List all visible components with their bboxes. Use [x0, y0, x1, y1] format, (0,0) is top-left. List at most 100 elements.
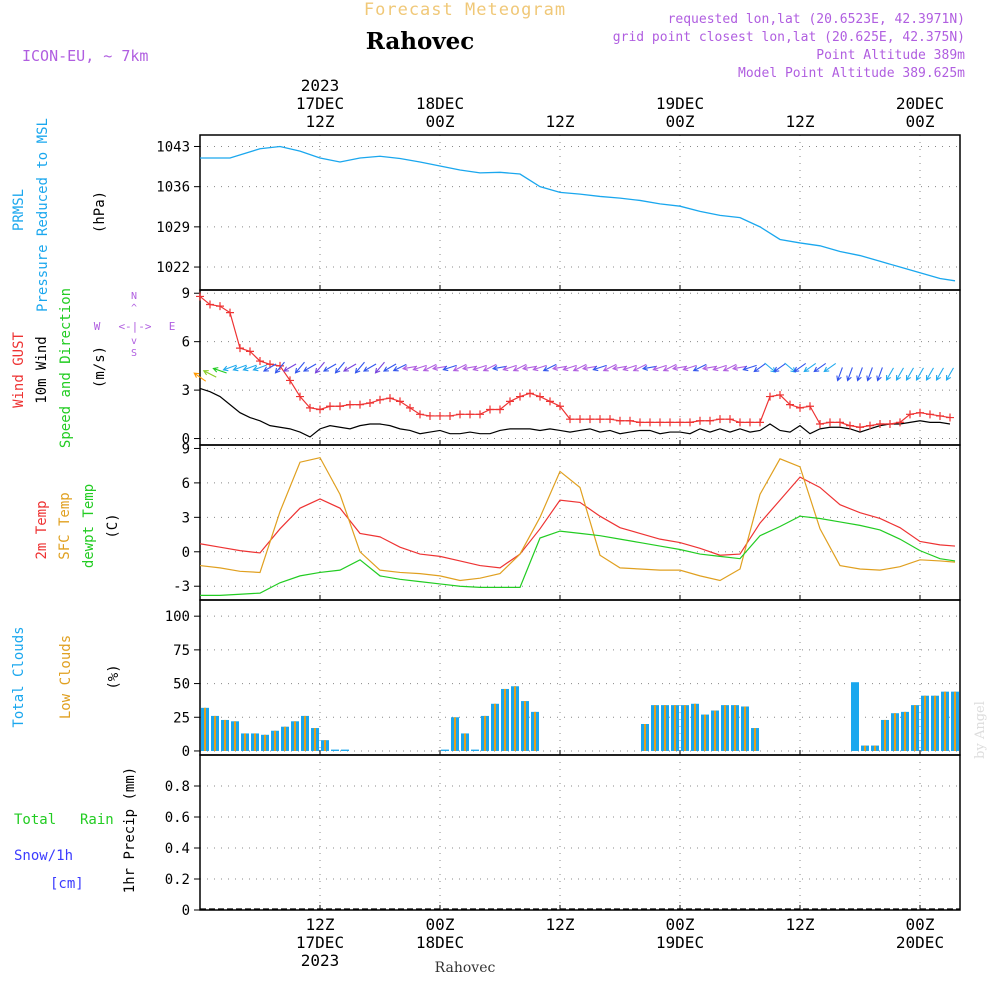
wind-direction-arrow [401, 365, 417, 371]
total-cloud-bar [851, 682, 859, 751]
cloud-unit-label: (%) [106, 664, 122, 689]
wind-direction-arrow [572, 363, 587, 372]
wind-gust-marker [536, 392, 544, 401]
low-cloud-bar [214, 715, 216, 751]
wind-direction-arrow [314, 361, 325, 374]
wind-direction-arrow [512, 363, 527, 372]
wind-direction-arrow [803, 363, 817, 373]
pressure-unit-label: (hPa) [92, 191, 108, 233]
snow-label: Snow/1h [14, 848, 73, 864]
panel-5: 0 0.2 0.4 0.6 0.8 [165, 754, 961, 919]
wind-gust-marker [236, 344, 244, 353]
wind-direction-arrow [212, 367, 227, 374]
wind-direction-arrow [382, 363, 397, 372]
wind-gust-marker [736, 418, 744, 427]
wind-gust-marker [456, 410, 464, 419]
y-tick-label: 1036 [156, 180, 190, 196]
top-hour-label: 00Z [666, 112, 695, 131]
compass-n-arrow: ^ [131, 303, 137, 314]
wind-gust-marker [946, 413, 954, 422]
y-tick-label: 6 [182, 476, 190, 492]
wind-gust-marker [406, 403, 414, 412]
precip-side-labels: Total Rain Snow/1h [cm] 1hr Precip (mm) [14, 767, 138, 893]
wind-direction-arrow [753, 363, 767, 373]
wind-gust-marker [686, 418, 694, 427]
low-cloud-bar [704, 714, 706, 751]
wind-speed-dir-label: Speed and Direction [58, 288, 74, 448]
wind-direction-arrow [602, 363, 617, 372]
pressure-msl-label: Pressure Reduced to MSL [35, 118, 51, 312]
wind-direction-arrow [551, 365, 567, 371]
total-cloud-bar [341, 749, 349, 751]
wind-direction-arrow [532, 364, 547, 372]
compass-n: N [131, 291, 137, 302]
wind-gust-marker [586, 415, 594, 424]
wind-direction-arrow [222, 364, 237, 372]
y-tick-label: 25 [173, 710, 190, 726]
wind-direction-arrow [773, 363, 787, 373]
bottom-hour-label: 00Z [666, 915, 695, 934]
wind-direction-arrow [262, 363, 277, 372]
wind-unit-label: (m/s) [92, 346, 108, 388]
temp-2m-label: 2m Temp [34, 500, 50, 559]
wind-direction-arrow [502, 364, 517, 372]
wind-direction-arrow [905, 367, 914, 382]
low-cloud-bar [924, 695, 926, 751]
cloud-side-labels: Total Clouds Low Clouds (%) [11, 626, 122, 727]
panel-4: 0 25 50 75 100 [165, 599, 961, 760]
wind-gust-marker [376, 395, 384, 404]
y-tick-label: 75 [173, 643, 190, 659]
wind-gust-marker [746, 418, 754, 427]
wind-gust-marker [766, 392, 774, 401]
low-cloud-bar [484, 715, 486, 751]
wind-direction-arrow [422, 363, 437, 372]
wind-gust-marker [516, 392, 524, 401]
model-altitude: Model Point Altitude 389.625m [738, 66, 965, 81]
wind-10m-label: 10m Wind [34, 336, 50, 403]
wind-direction-arrow [491, 365, 507, 371]
wind-direction-arrow [632, 363, 647, 372]
top-hour-label: 12Z [786, 112, 815, 131]
low-cloud-bar [674, 705, 676, 751]
low-cloud-bar [724, 705, 726, 751]
bottom-date-label: 20DEC [896, 933, 944, 952]
wind-gust-marker [566, 415, 574, 424]
wind-gust-marker [216, 302, 224, 311]
wind-10m-line [199, 387, 951, 438]
location-title: Rahovec [366, 28, 475, 55]
wind-gust-marker [706, 416, 714, 425]
wind-gust-marker [226, 308, 234, 317]
wind-gust-marker [726, 415, 734, 424]
wind-gust-marker [776, 390, 784, 399]
wind-direction-arrow [925, 367, 934, 382]
top-hour-label: 12Z [546, 112, 575, 131]
wind-direction-arrow [592, 364, 607, 372]
wind-direction-arrow [652, 364, 667, 372]
temp-dewpt-label: dewpt Temp [81, 484, 97, 568]
temp-dewpt-line [200, 515, 956, 597]
wind-gust-marker [496, 405, 504, 414]
top-hour-label: 12Z [306, 112, 335, 131]
y-tick-label: 0.4 [165, 841, 190, 857]
y-tick-label: 50 [173, 677, 190, 693]
low-cloud-bar [714, 710, 716, 751]
low-cloud-bar [874, 745, 876, 751]
wind-gust-marker [616, 416, 624, 425]
wind-gust-marker [936, 411, 944, 420]
total-cloud-bar [471, 749, 479, 751]
low-cloud-bar [324, 740, 326, 751]
wind-direction-arrow [784, 362, 797, 373]
temp-2m-line [199, 476, 956, 569]
wind-direction-arrow [562, 364, 577, 372]
wind-gust-marker [326, 402, 334, 411]
wind-gust-marker [556, 402, 564, 411]
bottom-hour-label: 12Z [786, 915, 815, 934]
y-tick-label: 1043 [156, 139, 190, 155]
wind-gust-marker [196, 292, 204, 301]
low-clouds-label: Low Clouds [58, 635, 74, 719]
wind-gust-marker [526, 389, 534, 398]
wind-gust-marker [416, 410, 424, 419]
cm-label: [cm] [50, 876, 84, 892]
wind-direction-arrow [641, 365, 657, 371]
